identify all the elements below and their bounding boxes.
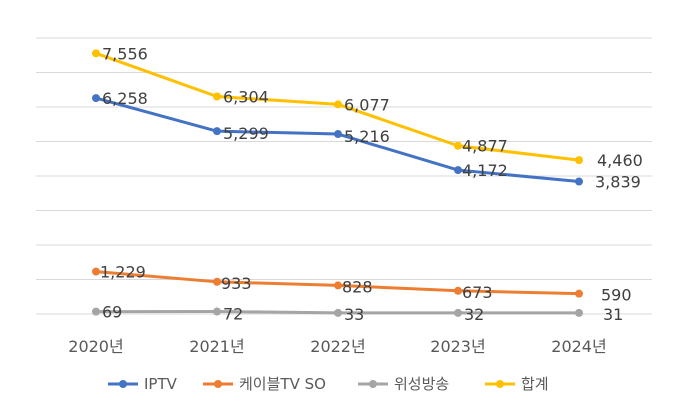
data-point (92, 307, 100, 316)
legend-label: 합계 (521, 375, 549, 393)
data-label: 6,077 (344, 95, 390, 114)
data-label: 7,556 (102, 44, 148, 63)
data-point (92, 49, 100, 58)
data-label: 69 (102, 303, 122, 322)
data-point (334, 308, 342, 317)
data-point (213, 127, 221, 136)
data-label: 4,877 (462, 137, 508, 156)
legend-marker (369, 380, 377, 388)
data-label: 6,258 (102, 89, 148, 108)
data-label: 3,839 (595, 173, 641, 192)
data-label: 590 (601, 286, 632, 305)
data-point (92, 94, 100, 103)
data-point (213, 277, 221, 286)
gridlines (36, 37, 652, 315)
series-lines (92, 49, 583, 317)
legend-marker (496, 380, 504, 388)
data-point (213, 92, 221, 101)
data-label: 4,172 (462, 161, 508, 180)
data-label: 933 (221, 274, 252, 293)
data-point (92, 267, 100, 276)
data-label: 1,229 (100, 263, 146, 282)
legend-label: 케이블TV SO (239, 375, 326, 393)
x-tick-label: 2024년 (551, 337, 606, 356)
data-label: 4,460 (597, 151, 643, 170)
x-tick-label: 2020년 (68, 337, 123, 356)
data-point (334, 130, 342, 139)
data-label: 673 (462, 283, 493, 302)
data-label: 31 (603, 305, 623, 324)
data-point (334, 281, 342, 290)
data-point (575, 289, 583, 298)
data-point (334, 100, 342, 109)
data-point (213, 307, 221, 316)
legend-marker (119, 380, 127, 388)
legend-label: IPTV (144, 375, 178, 393)
data-label: 5,299 (223, 124, 269, 143)
x-tick-label: 2022년 (310, 337, 365, 356)
legend: IPTV 케이블TV SO 위성방송 합계 (108, 375, 549, 393)
data-label: 5,216 (344, 127, 390, 146)
data-label: 6,304 (223, 88, 269, 107)
data-label: 828 (342, 277, 373, 296)
legend-marker (214, 380, 222, 388)
data-labels: 6,258 5,299 5,216 4,172 3,839 1,229 933 828 673 5… (100, 44, 643, 324)
data-point (575, 308, 583, 317)
x-axis-ticks: 2020년 2021년 2022년 2023년 2024년 (68, 337, 606, 356)
data-point (454, 308, 462, 317)
data-point (454, 141, 462, 150)
data-point (454, 286, 462, 295)
data-point (575, 177, 583, 186)
data-point (575, 156, 583, 165)
x-tick-label: 2021년 (189, 337, 244, 356)
data-label: 72 (223, 305, 243, 324)
legend-label: 위성방송 (394, 375, 449, 393)
x-tick-label: 2023년 (430, 337, 485, 356)
data-label: 32 (464, 305, 484, 324)
data-label: 33 (344, 305, 364, 324)
data-point (454, 166, 462, 175)
